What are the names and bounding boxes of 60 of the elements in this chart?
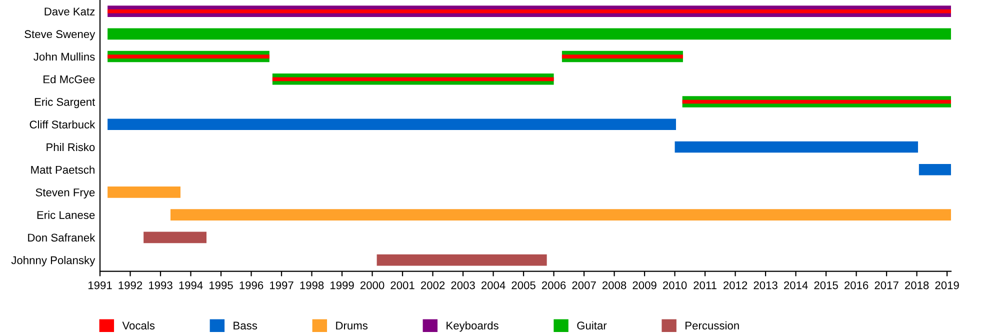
x-tick-label: 1991: [88, 281, 112, 290]
bar: [144, 232, 206, 244]
x-tick-label: 2005: [512, 281, 536, 290]
y-tick-label: Ed McGee: [44, 75, 95, 84]
y-tick-label: Steven Frye: [36, 188, 95, 199]
y-tick-label: Dave Katz: [44, 8, 95, 16]
bar: [674, 141, 918, 153]
bar: [682, 100, 951, 104]
x-tick-label: 2008: [602, 281, 626, 290]
bar: [108, 186, 180, 198]
x-tick-label: 1994: [179, 281, 203, 290]
x-tick-label: 1998: [300, 281, 324, 290]
legend-label: Guitar: [577, 321, 607, 330]
bar: [376, 254, 547, 266]
y-tick-label: Eric Lanese: [37, 210, 95, 219]
x-tick-label: 2013: [754, 281, 778, 290]
x-tick-label: 2004: [481, 281, 506, 290]
y-tick-label: Don Safranek: [28, 233, 96, 242]
bar: [170, 209, 951, 220]
x-tick-label: 2015: [814, 281, 838, 290]
legend-label: Bass: [234, 322, 258, 330]
x-tick-label: 2009: [632, 281, 656, 290]
x-tick-label: 2007: [572, 281, 596, 290]
x-tick-label: 1993: [148, 281, 172, 290]
x-tick-label: 2001: [390, 281, 414, 290]
bar: [108, 118, 676, 130]
y-tick-label: Matt Paetsch: [31, 166, 94, 174]
bar: [272, 77, 554, 82]
legend-label: Keyboards: [446, 321, 498, 332]
legend-label: Vocals: [122, 321, 155, 330]
y-tick-label: Eric Sargent: [34, 98, 96, 108]
x-tick-label: 2010: [662, 281, 687, 290]
x-tick-label: 1997: [270, 281, 294, 290]
x-tick-label: 2002: [420, 281, 445, 290]
x-tick-label: 1999: [330, 281, 354, 290]
legend-label: Drums: [336, 322, 368, 330]
x-tick-label: 1996: [240, 281, 264, 290]
x-tick-label: 1995: [210, 281, 233, 290]
y-tick-label: Phil Risko: [46, 142, 95, 152]
bar: [108, 28, 951, 40]
y-tick-label: Steve Sweney: [24, 30, 96, 40]
x-tick-label: 2016: [844, 281, 868, 290]
x-tick-label: 2014: [784, 281, 808, 290]
x-tick-label: 2000: [360, 281, 384, 290]
x-tick-label: 2017: [874, 281, 898, 290]
x-tick-label: 2003: [451, 281, 475, 290]
y-tick-label: Cliff Starbuck: [30, 120, 96, 129]
x-tick-label: 2006: [542, 281, 566, 290]
y-tick-label: Johnny Polansky: [11, 256, 96, 266]
x-tick-label: 2012: [724, 281, 748, 290]
bar: [562, 54, 683, 58]
x-tick-label: 2018: [905, 281, 929, 290]
y-tick-label: John Mullins: [34, 52, 95, 61]
x-tick-label: 2011: [694, 281, 716, 290]
x-tick-label: 2019: [935, 281, 959, 290]
bar: [918, 164, 951, 176]
legend-label: Percussion: [686, 321, 739, 330]
bar: [108, 9, 951, 14]
bar: [108, 54, 270, 58]
x-tick-label: 1992: [118, 281, 142, 290]
